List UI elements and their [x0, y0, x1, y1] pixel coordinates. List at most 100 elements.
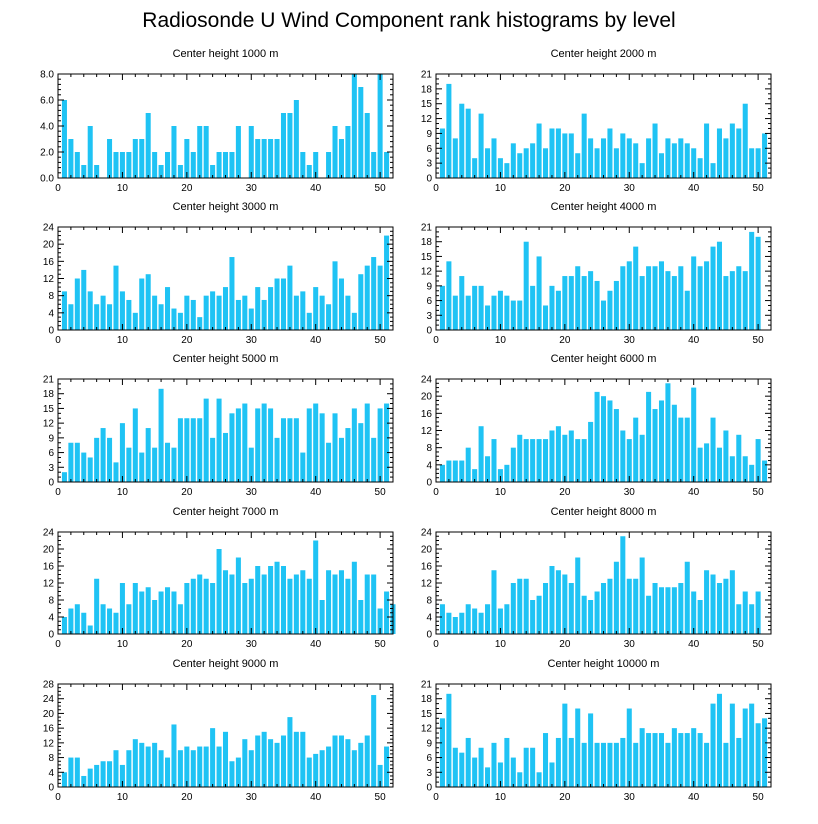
- histogram-bar: [729, 123, 735, 178]
- histogram-bar: [523, 439, 529, 482]
- histogram-bar: [568, 133, 574, 178]
- histogram-bar: [177, 165, 183, 178]
- histogram-bar: [465, 108, 471, 178]
- histogram-bar: [626, 708, 632, 787]
- histogram-bar: [452, 460, 458, 482]
- histogram-bar: [126, 447, 132, 482]
- panel-title: Center height 6000 m: [551, 353, 657, 365]
- histogram-panel: Center height 10000 m 0 10 20 30 40 50 0 3 6 9 12 15…: [421, 658, 772, 803]
- histogram-bar: [203, 578, 209, 634]
- histogram-bar: [113, 462, 119, 482]
- histogram-bar: [119, 291, 125, 331]
- histogram-bar: [755, 439, 761, 482]
- histogram-bar: [723, 276, 729, 330]
- histogram-bar: [274, 278, 280, 330]
- histogram-bar: [338, 278, 344, 330]
- y-tick-label: 12: [43, 579, 55, 590]
- histogram-bar: [697, 158, 703, 178]
- y-tick-label: 0: [48, 783, 54, 794]
- panel-title: Center height 9000 m: [173, 658, 279, 670]
- y-tick-label: 24: [421, 375, 433, 386]
- x-tick-label: 20: [559, 639, 571, 650]
- histogram-bar: [287, 113, 293, 178]
- histogram-bar: [274, 742, 280, 787]
- histogram-bar: [620, 536, 626, 634]
- x-tick-label: 10: [117, 183, 129, 194]
- histogram-bar: [536, 123, 542, 178]
- histogram-bar: [364, 265, 370, 331]
- histogram-bar: [658, 153, 664, 178]
- histogram-bar: [555, 737, 561, 787]
- histogram-bar: [530, 600, 536, 634]
- histogram-bar: [485, 767, 491, 787]
- histogram-bar: [665, 138, 671, 178]
- histogram-bar: [107, 608, 113, 634]
- histogram-bar: [459, 276, 465, 330]
- histogram-bar: [261, 574, 267, 634]
- histogram-bar: [594, 148, 600, 178]
- histogram-bar: [723, 742, 729, 787]
- x-tick-label: 20: [181, 792, 193, 803]
- y-tick-label: 16: [421, 409, 433, 420]
- histogram-bar: [575, 708, 581, 787]
- histogram-bar: [594, 280, 600, 330]
- histogram-bar: [190, 299, 196, 330]
- y-tick-label: 9: [426, 129, 432, 140]
- histogram-bar: [126, 299, 132, 330]
- histogram-bar: [594, 742, 600, 787]
- y-tick-label: 12: [421, 426, 433, 437]
- y-tick-label: 20: [43, 709, 55, 720]
- histogram-bar: [229, 257, 235, 330]
- histogram-bar: [94, 304, 100, 330]
- y-tick-label: 8: [48, 753, 54, 764]
- histogram-bar: [691, 148, 697, 178]
- histogram-bar: [684, 143, 690, 178]
- histogram-bar: [549, 430, 555, 482]
- panel-title: Center height 2000 m: [551, 48, 657, 60]
- histogram-bar: [749, 703, 755, 787]
- histogram-bar: [491, 742, 497, 787]
- histogram-bar: [536, 439, 542, 482]
- histogram-bar: [749, 231, 755, 330]
- histogram-bar: [620, 430, 626, 482]
- histogram-bar: [158, 388, 164, 482]
- histogram-bar: [165, 287, 171, 330]
- histogram-bar: [184, 746, 190, 787]
- histogram-bar: [197, 317, 203, 331]
- y-tick-label: 0: [426, 174, 432, 185]
- x-tick-label: 40: [310, 335, 322, 346]
- histogram-bar: [697, 447, 703, 482]
- histogram-bar: [248, 750, 254, 787]
- histogram-bar: [497, 608, 503, 634]
- x-tick-label: 50: [753, 487, 765, 498]
- histogram-bar: [165, 587, 171, 634]
- histogram-bar: [248, 308, 254, 330]
- histogram-bar: [465, 295, 471, 330]
- histogram-bar: [152, 600, 158, 634]
- x-tick-label: 20: [181, 639, 193, 650]
- y-tick-label: 16: [421, 562, 433, 573]
- histogram-bar: [555, 426, 561, 482]
- x-tick-label: 0: [433, 639, 439, 650]
- histogram-bar: [235, 126, 241, 178]
- histogram-bar: [61, 100, 67, 178]
- y-tick-label: 4: [48, 308, 54, 319]
- histogram-bar: [313, 753, 319, 787]
- histogram-bar: [678, 417, 684, 483]
- x-tick-label: 10: [495, 792, 507, 803]
- histogram-bar: [268, 566, 274, 634]
- histogram-bar: [678, 266, 684, 330]
- histogram-bar: [626, 439, 632, 482]
- y-tick-label: 3: [426, 159, 432, 170]
- histogram-panel: Center height 2000 m 0 10 20 30 40 50 0 3 6 9 12 15 1…: [421, 48, 772, 194]
- histogram-bar: [216, 152, 222, 178]
- histogram-bar: [280, 278, 286, 330]
- histogram-bar: [293, 100, 299, 178]
- histogram-bar: [646, 733, 652, 787]
- histogram-bar: [384, 591, 390, 634]
- histogram-bar: [364, 113, 370, 178]
- histogram-bar: [371, 695, 377, 787]
- histogram-bar: [358, 274, 364, 330]
- histogram-bar: [203, 746, 209, 787]
- histogram-bar: [658, 400, 664, 482]
